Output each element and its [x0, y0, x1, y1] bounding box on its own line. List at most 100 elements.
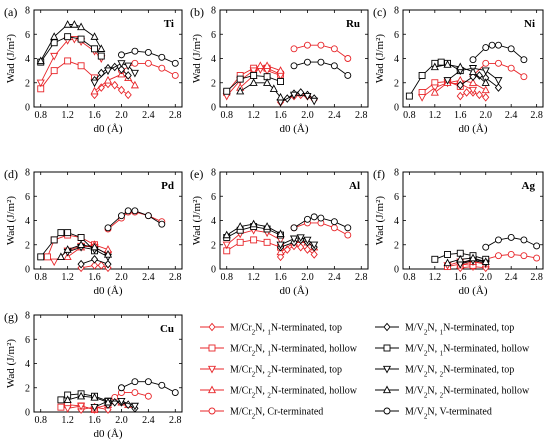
x-tick-label: 2.8: [355, 110, 368, 121]
panel-element-label: Ti: [164, 18, 174, 30]
series-line: [94, 400, 136, 408]
data-point: [296, 234, 305, 242]
x-tick-label: 1.2: [61, 110, 74, 121]
x-tick-label: 1.2: [429, 110, 442, 121]
x-tick-label: 1.6: [88, 415, 101, 426]
y-tick-label: 6: [211, 30, 216, 41]
legend-item: M/Cr2N, 2N-terminated, top: [200, 365, 342, 379]
data-point: [481, 67, 490, 76]
x-tick-label: 2.8: [355, 272, 368, 283]
data-point: [520, 236, 528, 244]
data-point: [263, 78, 272, 86]
data-point: [330, 224, 338, 232]
data-point: [507, 234, 515, 241]
x-axis-label: d0 (Å): [279, 285, 308, 297]
data-point: [310, 213, 318, 221]
x-tick-label: 2.8: [169, 272, 182, 283]
data-point: [463, 88, 471, 97]
series-cr2n-circle: [290, 41, 352, 62]
panel-letter: (a): [4, 5, 17, 19]
y-tick-label: 8: [394, 6, 399, 17]
data-point: [130, 80, 139, 89]
y-tick-label: 6: [25, 192, 30, 203]
y-tick-label: 6: [25, 335, 30, 346]
series-v2n-circle: [290, 213, 352, 232]
data-point: [77, 234, 85, 241]
x-tick-label: 1.2: [61, 415, 74, 426]
chart-panel-cu: 0.8 1.2 1.6 2.0 2.4 2.8 0 2 4 6 8 d0 (Å) Wad (J/m²) (…: [4, 310, 183, 440]
y-axis-label: Wad (J/m²): [191, 34, 203, 83]
x-tick-label: 1.6: [88, 272, 101, 283]
data-point: [290, 45, 298, 53]
legend-label: M/V2N, 2N-terminated, top: [405, 365, 514, 379]
y-tick-label: 2: [211, 240, 216, 251]
legend-item: M/Cr2N, 1N-terminated, hollow: [200, 344, 358, 358]
y-axis-label: Wad (J/m²): [374, 34, 386, 83]
data-point: [289, 235, 299, 244]
y-tick-label: 2: [25, 78, 30, 89]
data-point: [144, 392, 152, 400]
x-tick-label: 2.0: [479, 272, 492, 283]
data-point: [36, 79, 45, 88]
data-point: [64, 229, 72, 237]
series-v2n-circle: [104, 207, 166, 232]
data-point: [124, 71, 132, 80]
series-line: [40, 24, 102, 62]
data-point: [507, 64, 515, 72]
y-axis-label: Wad (J/m²): [5, 196, 17, 245]
data-point: [90, 392, 99, 401]
x-axis-label: d0 (Å): [93, 428, 122, 440]
panel-letter: (g): [4, 310, 18, 324]
series-v2n-triangle-down: [276, 234, 319, 250]
series-v2n-triangle-up: [430, 60, 490, 86]
data-point: [77, 22, 86, 31]
data-point: [303, 245, 312, 254]
data-point: [263, 238, 271, 246]
x-axis-label: d0 (Å): [458, 123, 487, 135]
data-point: [118, 51, 125, 59]
data-point: [533, 254, 541, 262]
data-point: [276, 247, 285, 256]
data-point: [124, 207, 132, 215]
data-point: [97, 83, 105, 92]
x-tick-label: 2.0: [479, 110, 492, 121]
data-point: [303, 236, 312, 245]
data-point: [444, 250, 451, 258]
series-v2n-circle: [118, 47, 179, 67]
data-point: [475, 71, 483, 80]
chart-panel-pd: 0.8 1.2 1.6 2.0 2.4 2.8 0 2 4 6 8 d0 (Å) Wad (J/m²) (…: [4, 167, 183, 297]
data-point: [430, 87, 439, 96]
data-point: [90, 86, 99, 95]
series-v2n-triangle-up: [56, 240, 113, 261]
data-point: [56, 252, 65, 261]
data-point: [131, 59, 139, 67]
series-v2n-diamond: [77, 254, 112, 269]
data-point: [330, 218, 338, 226]
series-line: [67, 246, 109, 258]
data-point: [469, 72, 477, 81]
data-point: [317, 41, 325, 49]
data-point: [468, 67, 478, 75]
data-point: [290, 224, 298, 232]
data-point: [44, 253, 51, 261]
data-point: [171, 389, 179, 397]
y-tick-label: 0: [211, 103, 216, 114]
data-point: [236, 222, 245, 230]
series-cr2n-circle: [111, 389, 152, 401]
data-point: [158, 53, 166, 61]
data-point: [437, 58, 445, 66]
data-point: [418, 94, 427, 102]
data-point: [344, 55, 352, 62]
legend-swatch-marker: [207, 365, 217, 374]
series-v2n-circle: [118, 378, 179, 397]
x-tick-label: 2.4: [505, 272, 518, 283]
data-point: [481, 85, 490, 94]
data-point: [50, 236, 58, 244]
y-tick-label: 8: [394, 168, 399, 179]
data-point: [50, 258, 59, 267]
data-point: [481, 257, 490, 265]
data-point: [97, 261, 105, 270]
data-point: [118, 384, 125, 392]
legend-swatch-marker: [208, 344, 216, 352]
